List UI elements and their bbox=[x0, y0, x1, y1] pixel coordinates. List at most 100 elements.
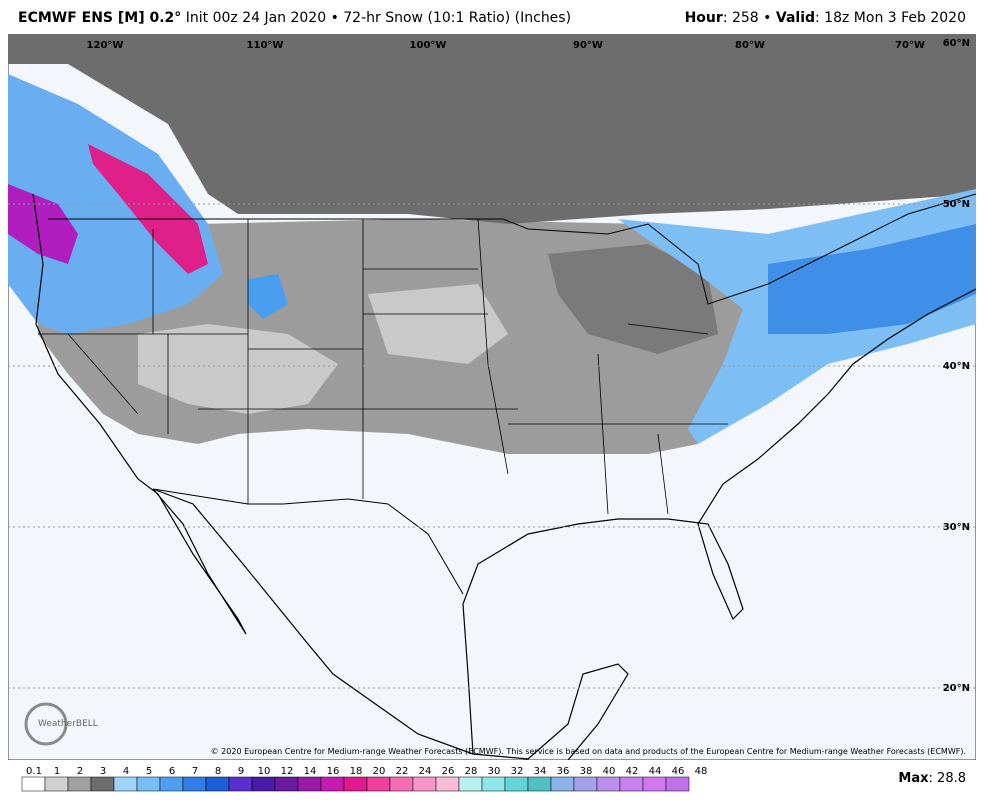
longitude-label: 120°W bbox=[87, 40, 124, 51]
legend-swatch bbox=[159, 776, 184, 792]
legend-swatch bbox=[274, 776, 299, 792]
longitude-label: 110°W bbox=[247, 40, 284, 51]
legend-label: 24 bbox=[419, 766, 432, 777]
legend-swatch bbox=[205, 776, 230, 792]
max: Max: 28.8 bbox=[898, 771, 966, 786]
legend-swatch bbox=[527, 776, 552, 792]
legend-swatch bbox=[320, 776, 345, 792]
legend-label: 9 bbox=[238, 766, 244, 777]
legend-swatch bbox=[251, 776, 276, 792]
legend-label: 18 bbox=[350, 766, 363, 777]
valid-label: Valid bbox=[775, 10, 816, 26]
legend-label: 44 bbox=[649, 766, 662, 777]
snow-blue-west bbox=[8, 74, 223, 334]
state-lines bbox=[38, 218, 728, 515]
legend-swatch bbox=[481, 776, 506, 792]
legend-label: 10 bbox=[258, 766, 271, 777]
legend-label: 40 bbox=[603, 766, 616, 777]
legend: 0.1 1 2 3 4 5 6 7 8 9 10 12 14 16 18 20 22 24 26 28 30 32 34 36… bbox=[21, 766, 708, 792]
separator: • bbox=[763, 10, 772, 26]
legend-label: 5 bbox=[146, 766, 152, 777]
legend-label: 46 bbox=[672, 766, 685, 777]
snow-blue-co bbox=[248, 274, 288, 319]
legend-swatch bbox=[665, 776, 690, 792]
coastline bbox=[462, 288, 976, 755]
snow-light-gray bbox=[368, 284, 508, 364]
legend-label: 38 bbox=[580, 766, 593, 777]
legend-label: 14 bbox=[304, 766, 317, 777]
legend-swatch bbox=[619, 776, 644, 792]
border-us-canada bbox=[48, 193, 976, 305]
legend-swatch bbox=[504, 776, 529, 792]
legend-label: 20 bbox=[373, 766, 386, 777]
legend-label: 30 bbox=[488, 766, 501, 777]
legend-label: 6 bbox=[169, 766, 175, 777]
max-value: : 28.8 bbox=[928, 771, 966, 786]
latitude-label: 30°N bbox=[943, 522, 970, 533]
hour-label: Hour bbox=[684, 10, 723, 26]
legend-label: 32 bbox=[511, 766, 524, 777]
latitude-label: 60°N bbox=[943, 38, 970, 49]
snow-dark-gray bbox=[548, 244, 718, 354]
max-label: Max bbox=[898, 771, 929, 786]
snow-dark-gray bbox=[8, 34, 976, 224]
logo-text: WeatherBELL bbox=[38, 719, 98, 729]
latitude-label: 20°N bbox=[943, 683, 970, 694]
legend-label: 34 bbox=[534, 766, 547, 777]
latitude-label: 50°N bbox=[943, 199, 970, 210]
legend-swatch bbox=[435, 776, 460, 792]
legend-swatch bbox=[67, 776, 92, 792]
legend-swatch bbox=[90, 776, 115, 792]
legend-label: 12 bbox=[281, 766, 294, 777]
latitude-label: 40°N bbox=[943, 361, 970, 372]
legend-label: 0.1 bbox=[26, 766, 42, 777]
header-left: ECMWF ENS [M] 0.2° Init 00z 24 Jan 2020 … bbox=[18, 10, 571, 26]
legend-label: 1 bbox=[54, 766, 60, 777]
valid: : 18z Mon 3 Feb 2020 bbox=[815, 10, 966, 26]
legend-label: 26 bbox=[442, 766, 455, 777]
legend-label: 28 bbox=[465, 766, 478, 777]
longitude-label: 90°W bbox=[573, 40, 603, 51]
legend-swatch bbox=[366, 776, 391, 792]
legend-label: 8 bbox=[215, 766, 221, 777]
legend-swatch bbox=[44, 776, 69, 792]
legend-swatch bbox=[182, 776, 207, 792]
copyright: © 2020 European Centre for Medium-range … bbox=[211, 747, 966, 756]
map: 120°W 110°W 100°W 90°W 80°W 70°W 60°N 50°N 40°N 3… bbox=[8, 34, 976, 760]
legend-swatch bbox=[297, 776, 322, 792]
snow-deep-blue bbox=[768, 224, 976, 334]
legend-label: 48 bbox=[695, 766, 708, 777]
legend-swatch bbox=[642, 776, 667, 792]
longitude-label: 100°W bbox=[410, 40, 447, 51]
legend-swatch bbox=[136, 776, 161, 792]
legend-label: 42 bbox=[626, 766, 639, 777]
legend-swatch bbox=[412, 776, 437, 792]
legend-label: 4 bbox=[123, 766, 129, 777]
hour: : 258 bbox=[722, 10, 759, 26]
legend-label: 2 bbox=[77, 766, 83, 777]
legend-swatch bbox=[228, 776, 253, 792]
graticule bbox=[8, 203, 976, 689]
logo: WeatherBELL bbox=[24, 702, 98, 746]
legend-swatch bbox=[550, 776, 575, 792]
legend-label: 36 bbox=[557, 766, 570, 777]
legend-swatch bbox=[21, 776, 46, 792]
header-right: Hour: 258 • Valid: 18z Mon 3 Feb 2020 bbox=[685, 10, 966, 26]
snow-light-gray bbox=[138, 324, 338, 414]
legend-swatch bbox=[458, 776, 483, 792]
legend-label: 16 bbox=[327, 766, 340, 777]
legend-swatch bbox=[573, 776, 598, 792]
legend-swatch bbox=[389, 776, 414, 792]
legend-label: 7 bbox=[192, 766, 198, 777]
model: ECMWF ENS [M] 0.2° bbox=[18, 10, 182, 26]
init: Init 00z 24 Jan 2020 • 72-hr Snow (10:1 … bbox=[181, 10, 572, 26]
longitude-label: 80°W bbox=[735, 40, 765, 51]
snow-purple bbox=[8, 184, 78, 264]
legend-label: 3 bbox=[100, 766, 106, 777]
legend-label: 22 bbox=[396, 766, 409, 777]
legend-swatch bbox=[343, 776, 368, 792]
longitude-label: 70°W bbox=[895, 40, 925, 51]
snow-magenta bbox=[88, 144, 208, 274]
legend-swatch bbox=[113, 776, 138, 792]
